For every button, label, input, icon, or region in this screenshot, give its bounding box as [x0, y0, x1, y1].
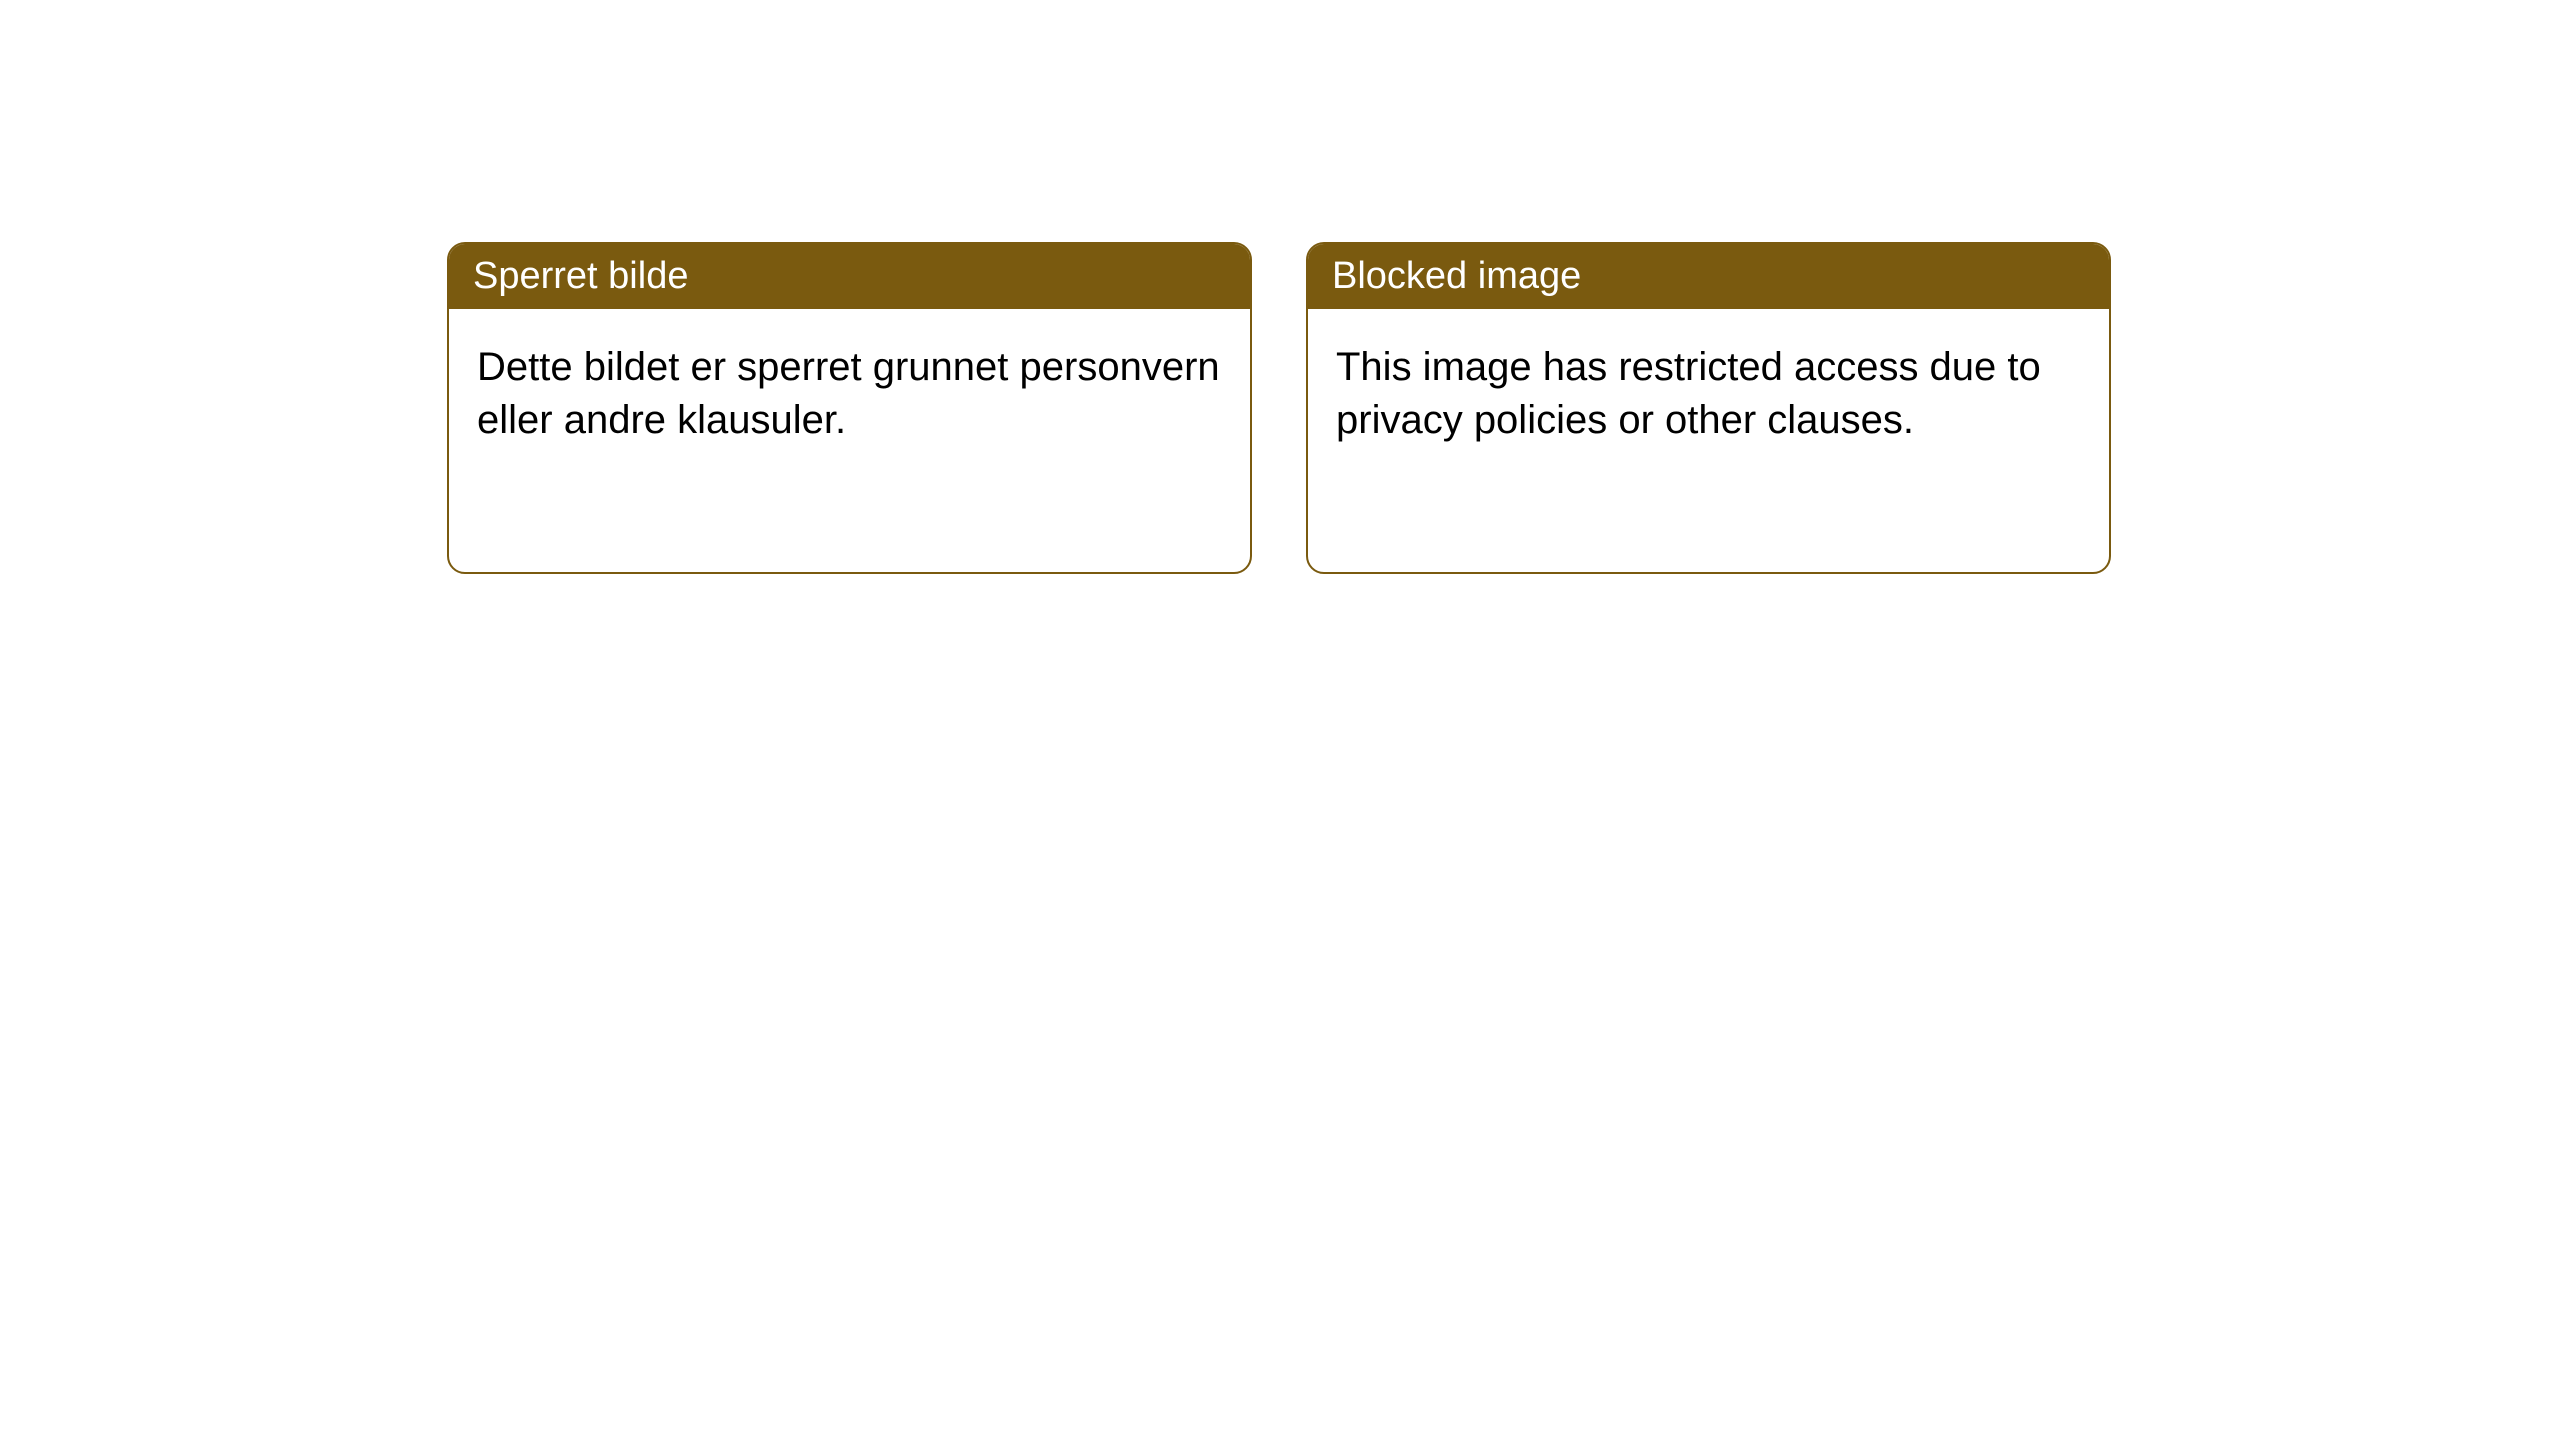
notice-header: Blocked image — [1308, 244, 2109, 309]
notice-container: Sperret bilde Dette bildet er sperret gr… — [447, 242, 2111, 574]
notice-body-text: This image has restricted access due to … — [1308, 309, 2109, 479]
notice-header: Sperret bilde — [449, 244, 1250, 309]
notice-card-english: Blocked image This image has restricted … — [1306, 242, 2111, 574]
notice-body-text: Dette bildet er sperret grunnet personve… — [449, 309, 1250, 479]
notice-card-norwegian: Sperret bilde Dette bildet er sperret gr… — [447, 242, 1252, 574]
